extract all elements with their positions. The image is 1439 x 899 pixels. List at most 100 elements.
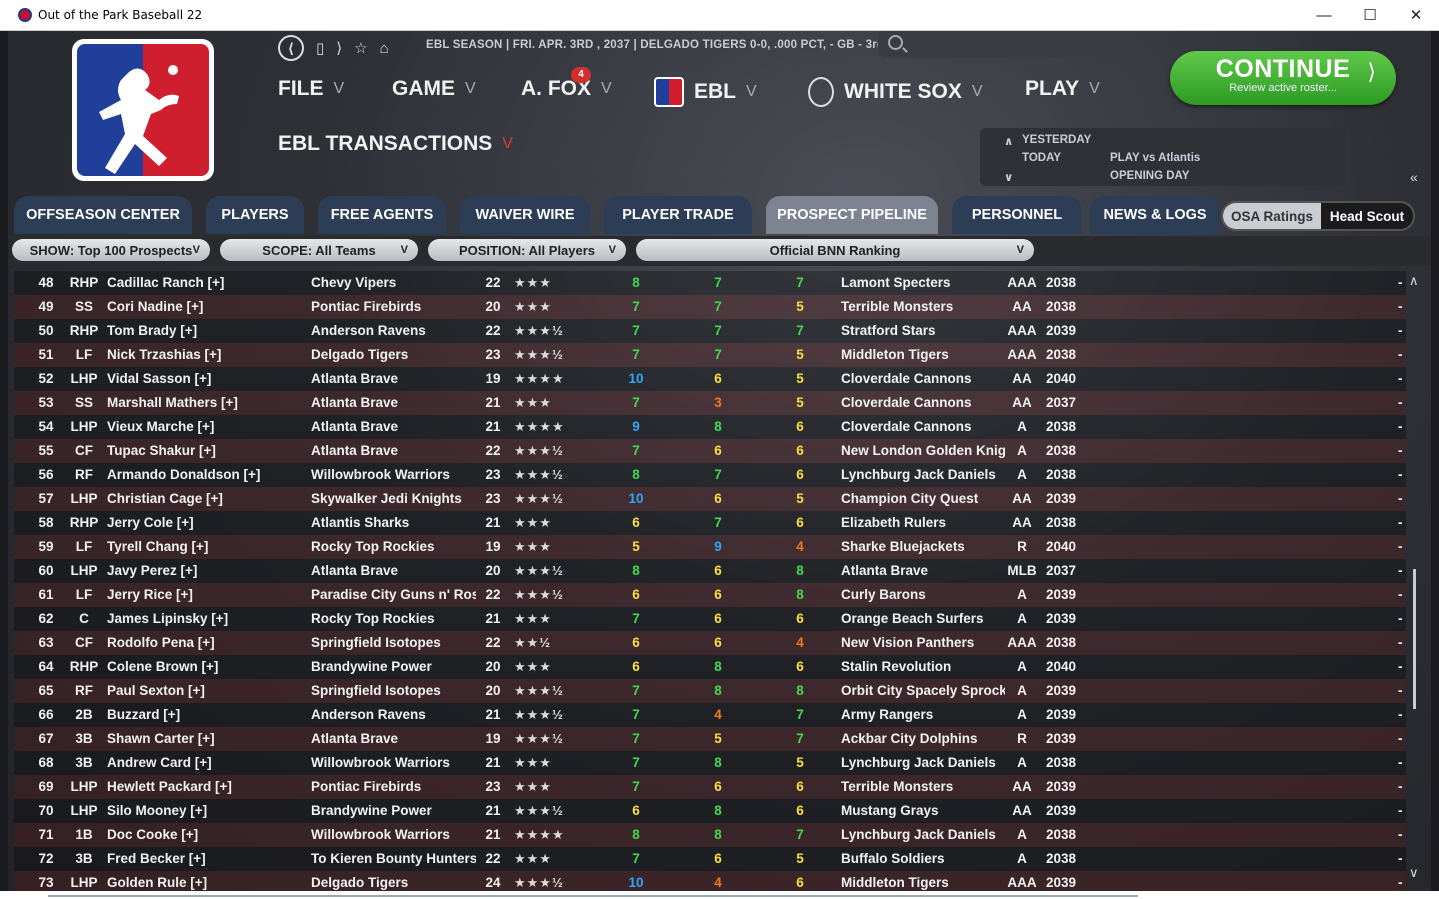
scrollbar[interactable]: ∧ ∨ — [1406, 271, 1424, 891]
minor-team-cell[interactable]: Cloverdale Cannons — [841, 419, 972, 434]
team-cell[interactable]: Brandywine Power — [311, 803, 432, 818]
player-name-link[interactable]: Golden Rule [+] — [107, 875, 208, 890]
player-name-link[interactable]: James Lipinsky [+] — [107, 611, 229, 626]
table-row[interactable]: 51 LF Nick Trzashias [+] Delgado Tigers 23 ★★… — [14, 343, 1406, 367]
table-row[interactable]: 56 RF Armando Donaldson [+] Willowbrook War… — [14, 463, 1406, 487]
table-row[interactable]: 50 RHP Tom Brady [+] Anderson Ravens 22 ★★★½ 7… — [14, 319, 1406, 343]
minor-team-cell[interactable]: Lynchburg Jack Daniels — [841, 755, 996, 770]
minor-team-cell[interactable]: Buffalo Soldiers — [841, 851, 945, 866]
star-icon[interactable]: ☆ — [354, 40, 368, 57]
minor-team-cell[interactable]: Middleton Tigers — [841, 347, 949, 362]
team-cell[interactable]: Pontiac Firebirds — [311, 299, 422, 314]
table-row[interactable]: 61 LF Jerry Rice [+] Paradise City Guns n' … — [14, 583, 1406, 607]
back-icon[interactable]: ⟨ — [278, 35, 304, 61]
close-icon[interactable]: ✕ — [1409, 7, 1423, 24]
minor-team-cell[interactable]: Elizabeth Rulers — [841, 515, 947, 530]
table-row[interactable]: 70 LHP Silo Mooney [+] Brandywine Power 21 ★★… — [14, 799, 1406, 823]
head-scout-option[interactable]: Head Scout — [1329, 208, 1405, 224]
minor-team-cell[interactable]: Stalin Revolution — [841, 659, 952, 674]
team-cell[interactable]: Willowbrook Warriors — [311, 467, 450, 482]
today-event[interactable]: PLAY vs Atlantis — [1110, 152, 1201, 164]
team-cell[interactable]: Atlanta Brave — [311, 419, 399, 434]
team-cell[interactable]: Atlanta Brave — [311, 371, 399, 386]
minor-team-cell[interactable]: Middleton Tigers — [841, 875, 949, 890]
minor-team-cell[interactable]: New Vision Panthers — [841, 635, 975, 650]
player-name-link[interactable]: Tupac Shakur [+] — [107, 443, 216, 458]
position-filter[interactable]: POSITION: All Players V — [428, 239, 626, 261]
team-cell[interactable]: Pontiac Firebirds — [311, 779, 422, 794]
table-row[interactable]: 64 RHP Colene Brown [+] Brandywine Power 20 ★… — [14, 655, 1406, 679]
team-cell[interactable]: Anderson Ravens — [311, 707, 426, 722]
team-cell[interactable]: Brandywine Power — [311, 659, 432, 674]
player-name-link[interactable]: Rodolfo Pena [+] — [107, 635, 215, 650]
menu-team[interactable]: WHITE SOX V — [808, 77, 983, 107]
tab-personnel[interactable]: PERSONNEL — [952, 196, 1082, 234]
menu-game[interactable]: GAME V — [392, 77, 476, 101]
menu-file[interactable]: FILE V — [278, 77, 344, 101]
minor-team-cell[interactable]: Curly Barons — [841, 587, 926, 602]
team-cell[interactable]: Chevy Vipers — [311, 275, 397, 290]
player-name-link[interactable]: Jerry Rice [+] — [107, 587, 193, 602]
minor-team-cell[interactable]: Sharke Bluejackets — [841, 539, 965, 554]
table-row[interactable]: 49 SS Cori Nadine [+] Pontiac Firebirds 20 ★★… — [14, 295, 1406, 319]
minor-team-cell[interactable]: Lynchburg Jack Daniels — [841, 467, 996, 482]
table-row[interactable]: 62 C James Lipinsky [+] Rocky Top Rockies 21… — [14, 607, 1406, 631]
minor-team-cell[interactable]: New London Golden Knigh — [841, 443, 1005, 458]
minor-team-cell[interactable]: Lamont Specters — [841, 275, 951, 290]
player-name-link[interactable]: Paul Sexton [+] — [107, 683, 205, 698]
table-row[interactable]: 67 3B Shawn Carter [+] Atlanta Brave 19 ★★★½ 7… — [14, 727, 1406, 751]
player-name-link[interactable]: Vidal Sasson [+] — [107, 371, 212, 386]
table-row[interactable]: 68 3B Andrew Card [+] Willowbrook Warriors 2… — [14, 751, 1406, 775]
team-cell[interactable]: Willowbrook Warriors — [311, 827, 450, 842]
tab-player-trade[interactable]: PLAYER TRADE — [604, 196, 752, 234]
search-box[interactable] — [878, 31, 1116, 58]
team-cell[interactable]: Rocky Top Rockies — [311, 539, 435, 554]
player-name-link[interactable]: Hewlett Packard [+] — [107, 779, 232, 794]
minor-team-cell[interactable]: Atlanta Brave — [841, 563, 929, 578]
minor-team-cell[interactable]: Orange Beach Surfers — [841, 611, 984, 626]
minor-team-cell[interactable]: Ackbar City Dolphins — [841, 731, 978, 746]
player-name-link[interactable]: Doc Cooke [+] — [107, 827, 199, 842]
table-row[interactable]: 60 LHP Javy Perez [+] Atlanta Brave 20 ★★★½ 8 6… — [14, 559, 1406, 583]
tab-offseason-center[interactable]: OFFSEASON CENTER — [14, 196, 192, 234]
team-cell[interactable]: Atlanta Brave — [311, 443, 399, 458]
player-name-link[interactable]: Javy Perez [+] — [107, 563, 198, 578]
scroll-up-icon[interactable]: ∧ — [1409, 273, 1419, 288]
menu-league[interactable]: EBL V — [654, 77, 757, 107]
table-row[interactable]: 69 LHP Hewlett Packard [+] Pontiac Firebird… — [14, 775, 1406, 799]
player-name-link[interactable]: Buzzard [+] — [107, 707, 181, 722]
scroll-down-icon[interactable]: ∨ — [1409, 865, 1419, 880]
up-arrow-icon[interactable]: ∧ — [1004, 136, 1014, 148]
minimize-icon[interactable]: — — [1316, 6, 1332, 24]
home-icon[interactable]: ⌂ — [379, 39, 389, 57]
table-row[interactable]: 52 LHP Vidal Sasson [+] Atlanta Brave 19 ★★★★… — [14, 367, 1406, 391]
player-name-link[interactable]: Colene Brown [+] — [107, 659, 219, 674]
table-row[interactable]: 73 LHP Golden Rule [+] Delgado Tigers 24 ★★★½… — [14, 871, 1406, 891]
player-name-link[interactable]: Fred Becker [+] — [107, 851, 206, 866]
table-row[interactable]: 65 RF Paul Sexton [+] Springfield Isotopes 2… — [14, 679, 1406, 703]
team-cell[interactable]: Rocky Top Rockies — [311, 611, 435, 626]
page-icon[interactable]: ▯ — [316, 40, 325, 57]
player-name-link[interactable]: Nick Trzashias [+] — [107, 347, 222, 362]
tab-news-logs[interactable]: NEWS & LOGS — [1090, 196, 1220, 234]
table-row[interactable]: 53 SS Marshall Mathers [+] Atlanta Brave 21 ★… — [14, 391, 1406, 415]
player-name-link[interactable]: Armando Donaldson [+] — [107, 467, 261, 482]
team-cell[interactable]: Atlanta Brave — [311, 395, 399, 410]
player-name-link[interactable]: Marshall Mathers [+] — [107, 395, 238, 410]
forward-icon[interactable]: ⟩ — [336, 40, 343, 57]
player-name-link[interactable]: Silo Mooney [+] — [107, 803, 208, 818]
tab-players[interactable]: PLAYERS — [206, 196, 304, 234]
continue-button[interactable]: CONTINUE Review active roster... ⟩ — [1170, 51, 1396, 105]
minor-team-cell[interactable]: Stratford Stars — [841, 323, 936, 338]
player-name-link[interactable]: Cadillac Ranch [+] — [107, 275, 225, 290]
table-row[interactable]: 55 CF Tupac Shakur [+] Atlanta Brave 22 ★★★½ 7… — [14, 439, 1406, 463]
team-cell[interactable]: Atlanta Brave — [311, 731, 399, 746]
scope-filter[interactable]: SCOPE: All Teams V — [220, 239, 418, 261]
table-row[interactable]: 63 CF Rodolfo Pena [+] Springfield Isotopes… — [14, 631, 1406, 655]
table-row[interactable]: 54 LHP Vieux Marche [+] Atlanta Brave 21 ★★★★… — [14, 415, 1406, 439]
collapse-icon[interactable]: « — [1410, 169, 1418, 185]
table-row[interactable]: 48 RHP Cadillac Ranch [+] Chevy Vipers 22 ★★★… — [14, 271, 1406, 295]
minor-team-cell[interactable]: Lynchburg Jack Daniels — [841, 827, 996, 842]
player-name-link[interactable]: Shawn Carter [+] — [107, 731, 215, 746]
team-cell[interactable]: Atlanta Brave — [311, 563, 399, 578]
